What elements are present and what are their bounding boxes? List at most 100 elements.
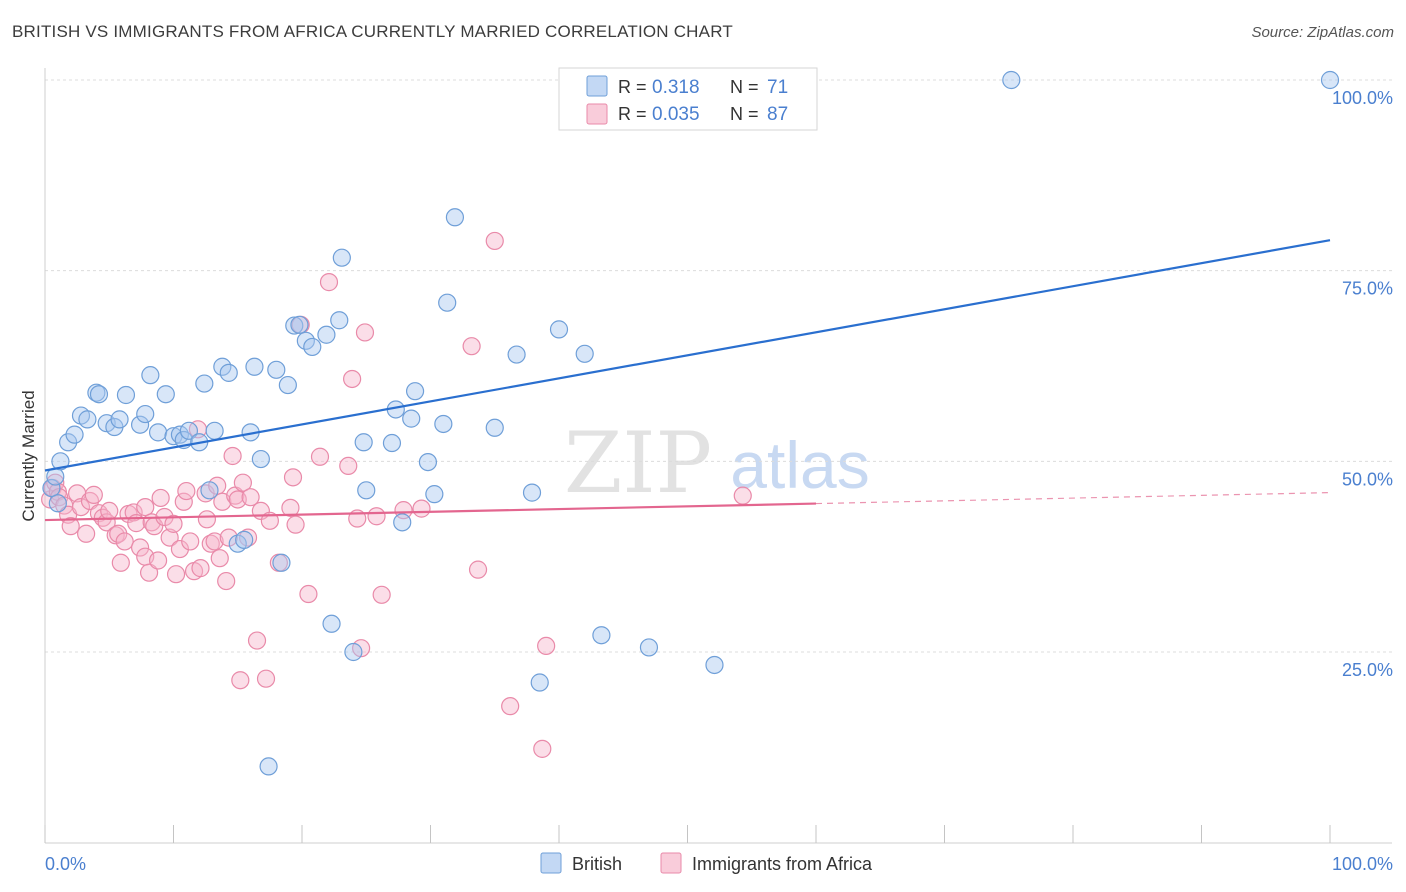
british-point xyxy=(290,315,309,334)
x-tick-label: 100.0% xyxy=(1332,854,1393,874)
british-point xyxy=(445,208,465,227)
british-point xyxy=(303,337,322,357)
legend-bottom-label-british: British xyxy=(572,854,622,874)
africa-point xyxy=(355,323,375,342)
british-point xyxy=(322,614,341,633)
british-point xyxy=(116,385,136,405)
africa-point xyxy=(485,231,504,251)
africa-point xyxy=(367,507,386,526)
legend-top-swatch-africa xyxy=(586,103,608,125)
british-point xyxy=(438,293,457,312)
british-point xyxy=(78,410,97,429)
british-point xyxy=(148,423,168,442)
africa-point xyxy=(231,671,250,690)
legend-top-r-label-british: R = xyxy=(618,77,647,97)
africa-point xyxy=(223,446,242,466)
british-point xyxy=(485,418,504,437)
watermark: ZIP atlas xyxy=(564,414,870,512)
africa-point xyxy=(197,510,217,529)
source-note: Source: ZipAtlas.com xyxy=(1251,24,1394,41)
british-point xyxy=(42,478,61,498)
british-point xyxy=(65,425,84,444)
british-point xyxy=(344,642,363,662)
british-point xyxy=(354,433,373,452)
africa-point xyxy=(462,337,481,356)
africa-point xyxy=(166,565,186,584)
africa-point xyxy=(286,515,305,534)
africa-point xyxy=(372,585,391,604)
y-tick-label: 50.0% xyxy=(1342,469,1393,489)
legend-top-n-value-british: 71 xyxy=(767,77,788,98)
africa-point xyxy=(139,563,159,582)
british-point xyxy=(1002,70,1021,90)
british-point xyxy=(402,409,421,428)
british-point xyxy=(434,414,453,434)
africa-point xyxy=(71,497,91,517)
africa-point xyxy=(210,549,229,568)
legend-top-swatch-british xyxy=(586,75,608,97)
british-point xyxy=(59,433,78,452)
british-point xyxy=(425,485,444,504)
africa-point xyxy=(256,669,276,688)
africa-point xyxy=(84,485,103,504)
british-point xyxy=(285,316,304,335)
british-point xyxy=(330,311,349,330)
british-point xyxy=(507,345,526,364)
y-tick-labels: 25.0% 50.0% 75.0% 100.0% xyxy=(1332,88,1393,680)
africa-point xyxy=(174,492,193,511)
africa-point xyxy=(136,497,155,517)
africa-point xyxy=(124,503,143,522)
africa-point xyxy=(319,273,339,292)
british-point xyxy=(639,638,659,657)
africa-point xyxy=(164,514,183,533)
legend-bottom-swatch-africa xyxy=(660,852,682,874)
legend-top-n-value-africa: 87 xyxy=(767,104,788,125)
africa-point xyxy=(77,524,96,543)
africa-point xyxy=(148,551,168,570)
british-point xyxy=(278,375,297,395)
british-point xyxy=(317,325,336,344)
british-point xyxy=(357,481,376,500)
africa-point xyxy=(170,539,190,559)
legend-bottom: British Immigrants from Africa xyxy=(540,852,873,874)
legend-top-n-label-british: N = xyxy=(730,77,759,97)
africa-point xyxy=(310,447,330,466)
british-point xyxy=(592,626,611,645)
legend-top-r-value-british: 0.318 xyxy=(652,77,700,98)
y-axis-label: Currently Married xyxy=(19,390,38,521)
british-point xyxy=(235,530,254,549)
trend-line-british xyxy=(44,239,1331,472)
legend-bottom-swatch-british xyxy=(540,852,562,874)
africa-point xyxy=(343,369,362,389)
africa-point xyxy=(233,473,252,492)
legend-top-r-value-africa: 0.035 xyxy=(652,104,700,125)
africa-point xyxy=(219,528,238,547)
trend-line-africa-extension xyxy=(815,492,1331,505)
british-point xyxy=(272,553,291,572)
africa-point xyxy=(100,501,119,521)
british-point xyxy=(219,363,238,382)
british-point xyxy=(179,421,199,440)
y-tick-label: 75.0% xyxy=(1342,279,1393,299)
british-point xyxy=(267,360,286,379)
africa-point xyxy=(468,560,488,579)
british-point xyxy=(110,410,129,429)
british-point xyxy=(530,673,549,692)
british-point xyxy=(522,483,542,502)
x-tick-labels: 0.0% 100.0% xyxy=(45,854,1393,874)
british-point xyxy=(705,655,724,675)
africa-point xyxy=(241,488,260,507)
british-point xyxy=(245,357,264,376)
africa-point xyxy=(299,584,318,604)
chart-title: BRITISH VS IMMIGRANTS FROM AFRICA CURREN… xyxy=(12,22,733,41)
africa-point xyxy=(151,488,170,508)
legend-top-n-label-africa: N = xyxy=(730,104,759,124)
africa-point xyxy=(181,532,200,551)
africa-point xyxy=(217,571,236,591)
british-point xyxy=(156,385,175,404)
africa-point xyxy=(283,468,303,487)
y-tick-label: 100.0% xyxy=(1332,88,1393,108)
british-point xyxy=(332,248,351,267)
legend-top-r-label-africa: R = xyxy=(618,104,647,124)
